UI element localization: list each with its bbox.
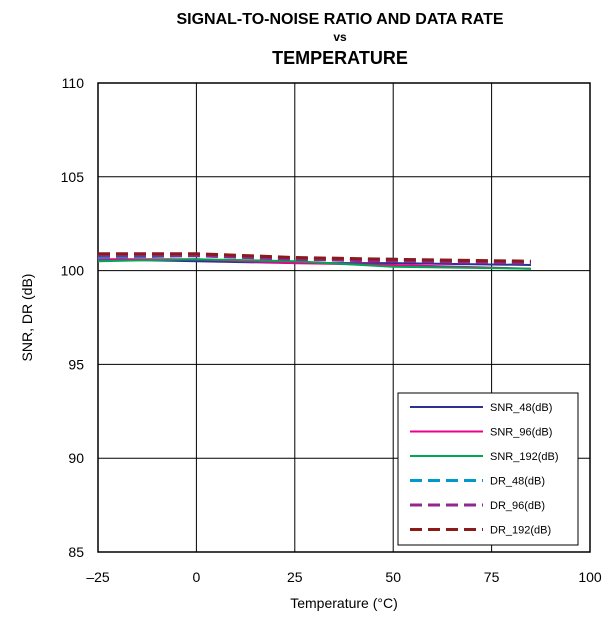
x-tick-label: 0 <box>193 569 201 585</box>
legend-label: SNR_192(dB) <box>490 451 558 463</box>
x-tick-label: –25 <box>86 569 110 585</box>
y-tick-label: 105 <box>61 169 85 185</box>
x-tick-label: 25 <box>287 569 303 585</box>
x-tick-label: 50 <box>385 569 401 585</box>
chart-title: SIGNAL-TO-NOISE RATIO AND DATA RATE vs T… <box>176 11 503 68</box>
plot-frame <box>97 82 591 553</box>
series-line <box>98 252 532 263</box>
legend-label: DR_48(dB) <box>490 476 545 488</box>
y-tick-label: 95 <box>68 356 84 372</box>
y-tick-label: 100 <box>61 263 85 279</box>
y-tick-label: 110 <box>62 75 85 91</box>
x-tick-label: 100 <box>578 569 602 585</box>
x-axis-label: Temperature (°C) <box>290 595 398 611</box>
title-line-3: TEMPERATURE <box>272 48 408 68</box>
y-axis-label: SNR, DR (dB) <box>19 274 35 362</box>
series-line <box>97 258 532 270</box>
legend: SNR_48(dB) SNR_96(dB) SNR_192(dB) DR_48(dB)… <box>397 392 579 546</box>
legend-box <box>397 392 579 546</box>
title-line-1: SIGNAL-TO-NOISE RATIO AND DATA RATE <box>176 11 503 28</box>
x-tick-label: 75 <box>484 569 500 585</box>
y-tick-label: 85 <box>68 544 84 560</box>
title-line-2: vs <box>333 30 347 44</box>
series-line <box>98 254 532 265</box>
legend-label: SNR_96(dB) <box>490 427 552 439</box>
y-axis-ticks: 85 90 95 100 105 110 <box>61 75 85 560</box>
series-lines <box>97 252 532 270</box>
legend-label: DR_192(dB) <box>490 525 551 537</box>
y-tick-label: 90 <box>68 450 84 466</box>
legend-label: DR_96(dB) <box>490 500 545 512</box>
legend-label: SNR_48(dB) <box>490 402 552 414</box>
x-axis-ticks: –25 0 25 50 75 100 <box>86 569 602 585</box>
